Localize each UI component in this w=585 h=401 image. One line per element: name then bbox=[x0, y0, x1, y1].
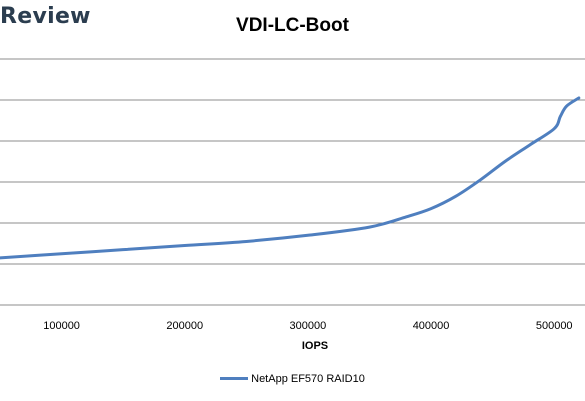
data-point bbox=[565, 105, 568, 108]
series-lines bbox=[0, 96, 581, 260]
data-point bbox=[405, 215, 408, 218]
x-tick-label: 200000 bbox=[166, 320, 203, 332]
data-point bbox=[430, 207, 433, 210]
gridlines bbox=[0, 58, 585, 306]
data-point bbox=[183, 244, 186, 247]
legend: NetApp EF570 RAID10 bbox=[0, 372, 585, 386]
legend-label-netapp: NetApp EF570 RAID10 bbox=[251, 373, 365, 385]
data-point bbox=[479, 178, 482, 181]
x-tick-label: 400000 bbox=[413, 320, 450, 332]
x-tick-label: 500000 bbox=[536, 320, 573, 332]
data-point bbox=[306, 234, 309, 237]
data-point bbox=[503, 160, 506, 163]
x-axis-ticks: 100000 200000 300000 400000 500000 bbox=[43, 320, 572, 332]
data-point bbox=[577, 96, 580, 99]
legend-swatch-netapp bbox=[220, 376, 249, 380]
data-point bbox=[528, 144, 531, 147]
data-point bbox=[245, 240, 248, 243]
data-point bbox=[122, 248, 125, 251]
data-point bbox=[553, 127, 556, 130]
x-tick-label: 100000 bbox=[43, 320, 80, 332]
chart-title: VDI-LC-Boot bbox=[236, 15, 349, 36]
data-point bbox=[559, 115, 562, 118]
x-tick-label: 300000 bbox=[290, 320, 327, 332]
brand-logo-text: Review bbox=[0, 4, 91, 29]
series-line-0 bbox=[0, 96, 581, 260]
data-point bbox=[60, 252, 63, 255]
data-point bbox=[454, 195, 457, 198]
x-axis-title: IOPS bbox=[302, 340, 328, 352]
data-point bbox=[368, 226, 371, 229]
